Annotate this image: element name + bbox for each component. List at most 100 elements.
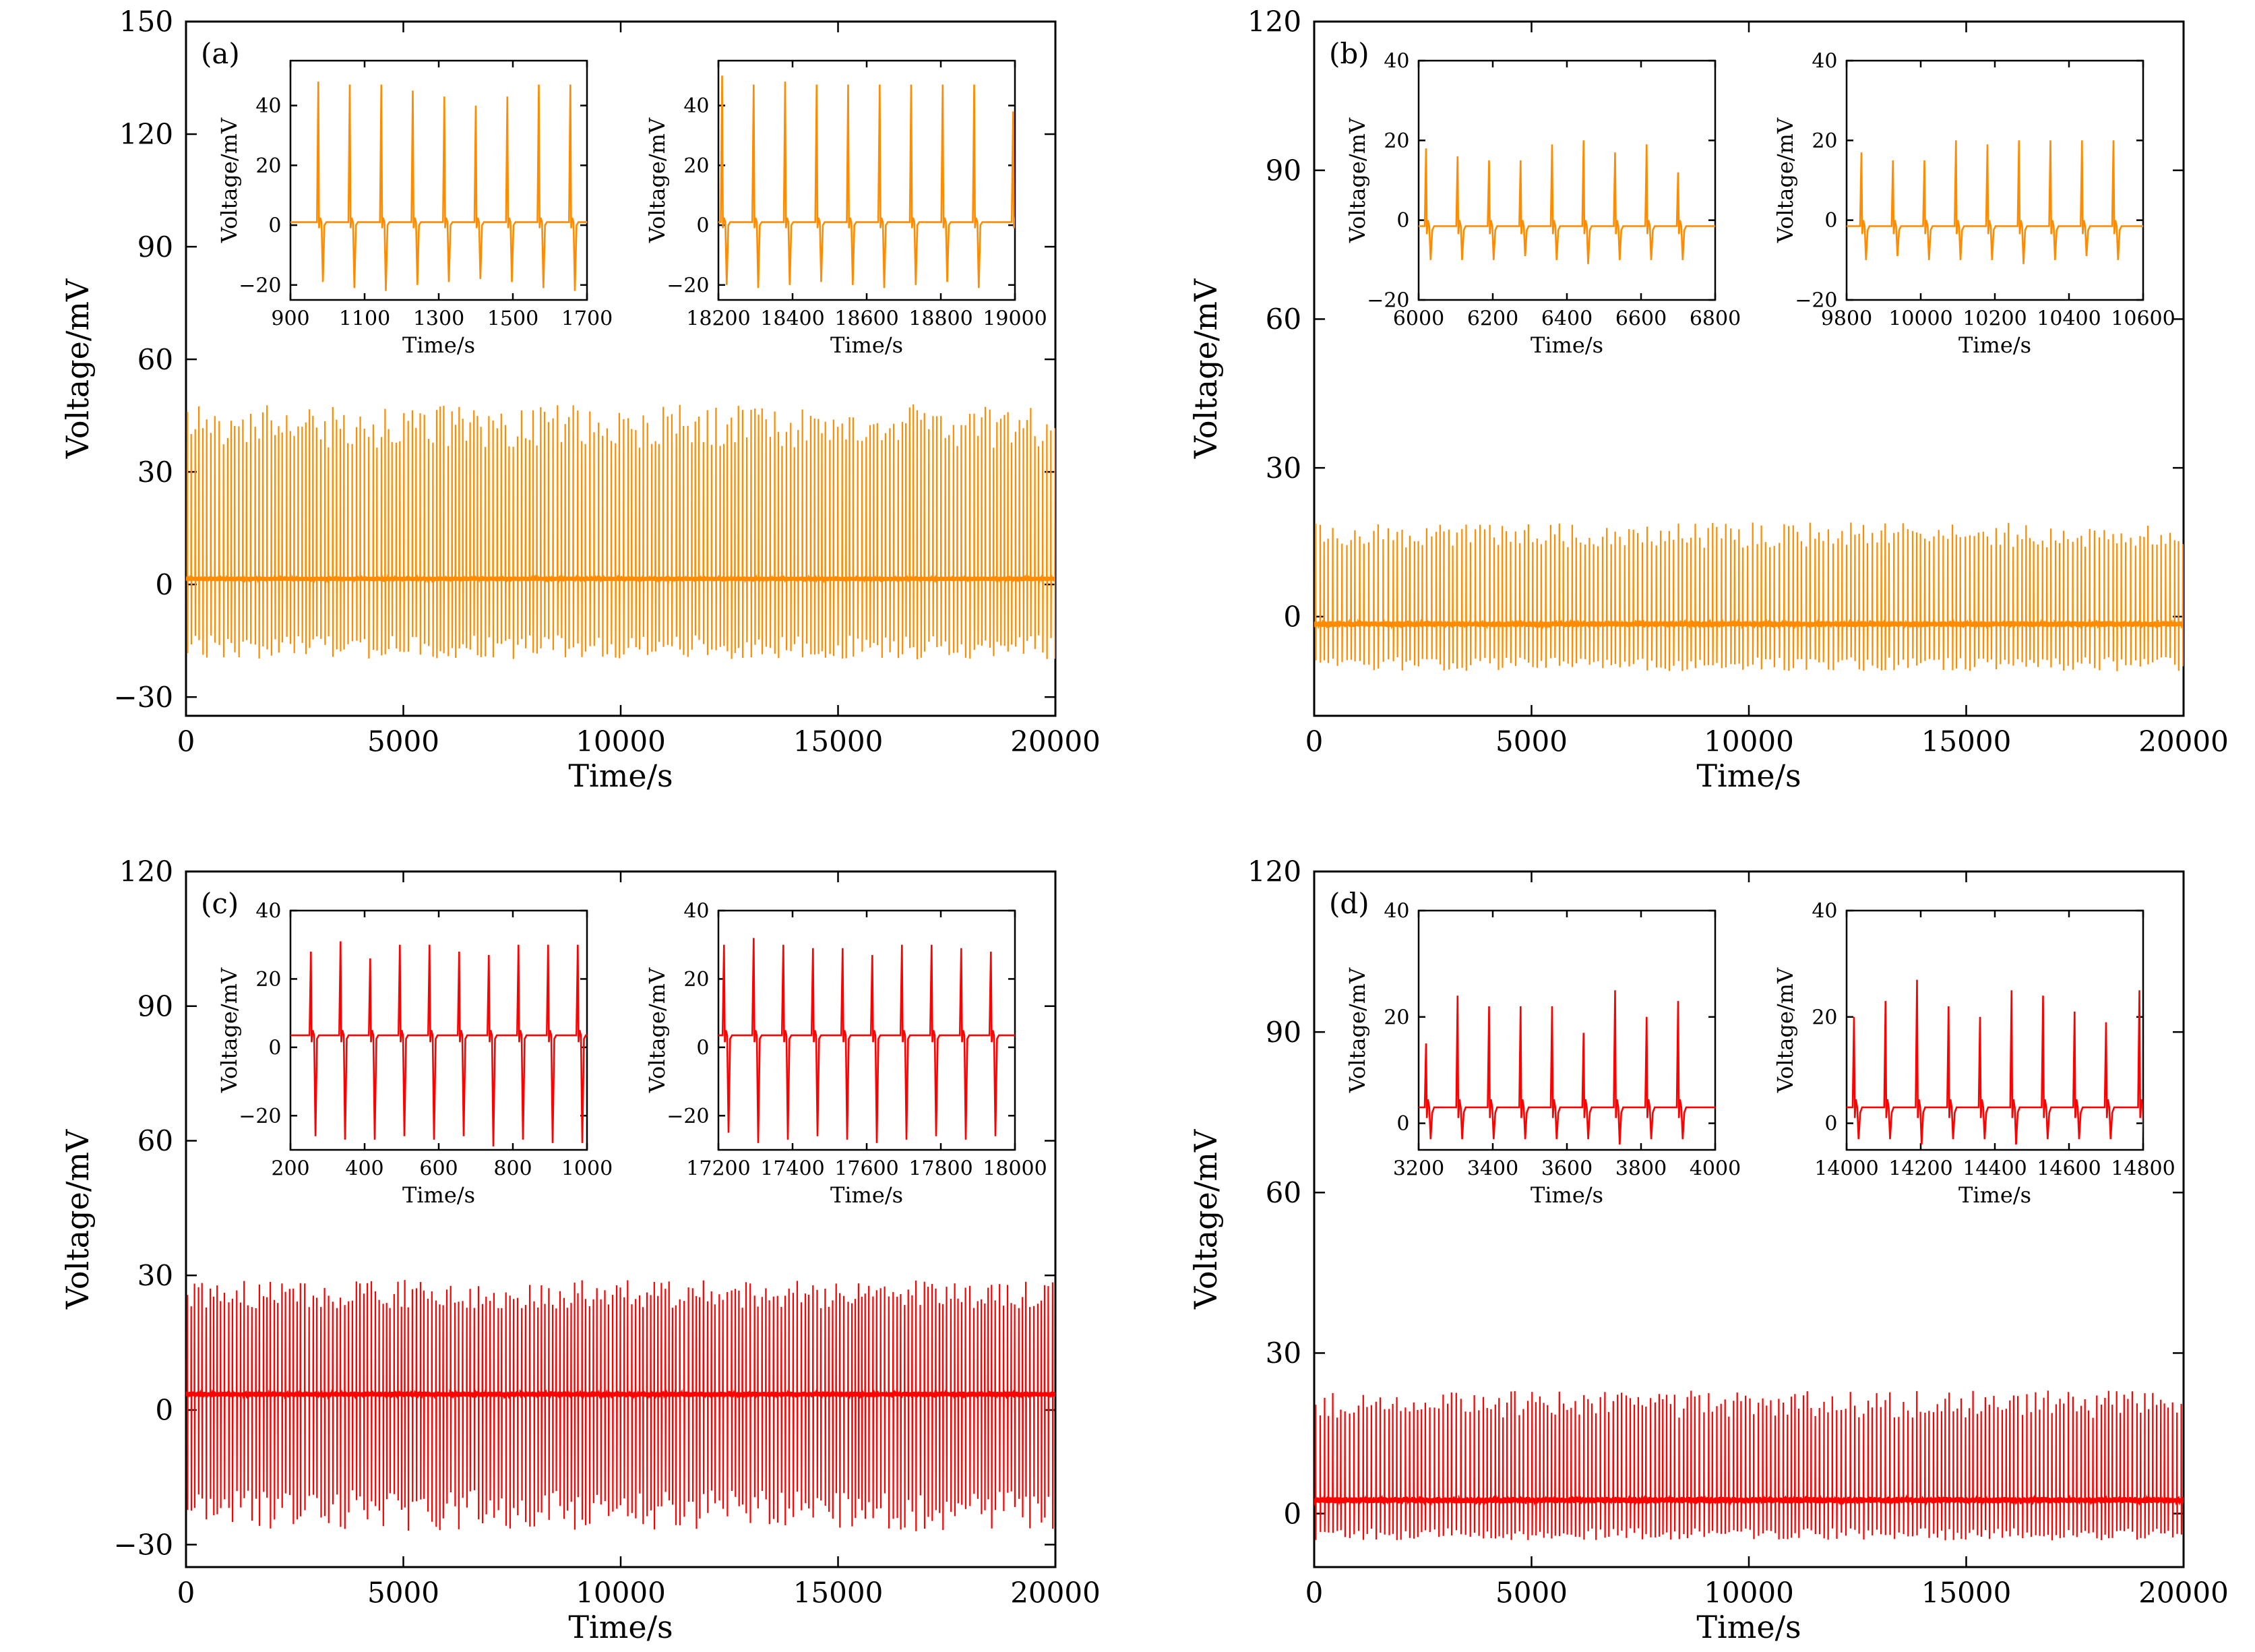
main-axis-ytick-label: 120: [1247, 855, 1301, 888]
inset-axis-ytick-label: 40: [1812, 50, 1837, 73]
inset-axis-xtick-label: 10200: [1963, 307, 2027, 331]
inset-axis-xtick-label: 1500: [487, 307, 538, 331]
main-signal-line: [186, 1280, 1055, 1531]
inset-background: [718, 911, 1015, 1150]
inset-axis-ytick-label: 20: [255, 968, 281, 991]
inset-2: 18200 18400 18600 18800 19000 −20 0 20 40 Time/s V…: [644, 59, 1047, 358]
inset-axis-xtick-label: 18800: [908, 307, 972, 331]
inset-axis-ytick-label: 0: [268, 1036, 281, 1060]
inset-axis-ytick-label: 40: [255, 900, 281, 923]
main-axis-xtick-label: 20000: [2138, 1577, 2229, 1610]
inset-axis-xtick-label: 400: [345, 1157, 383, 1181]
inset-axis-xtick-label: 3400: [1467, 1157, 1518, 1181]
inset-axis-xtick-label: 9800: [1821, 307, 1872, 331]
main-x-axis-label: Time/s: [568, 1609, 673, 1645]
main-signal-line: [1314, 522, 2184, 671]
main-axis-ytick-label: 30: [1266, 1337, 1301, 1370]
main-axis-ytick-label: 120: [119, 855, 173, 888]
inset-x-axis-label: Time/s: [830, 1182, 903, 1208]
inset-x-axis-label: Time/s: [402, 1182, 475, 1208]
panel-b: 0 5000 10000 15000 20000 0 30 60 90 120 Time/s Volt…: [1187, 5, 2229, 794]
inset-background: [718, 61, 1015, 300]
main-axis-ytick-label: 90: [1266, 1016, 1301, 1049]
inset-axis-xtick-label: 18400: [760, 307, 824, 331]
main-axis-xtick-label: 15000: [793, 725, 884, 758]
inset-1: 900 1100 1300 1500 1700 −20 0 20 40 Time/s Voltage…: [216, 59, 613, 358]
inset-signal-line: [1847, 140, 2143, 264]
main-axis-ytick-label: −30: [113, 681, 173, 714]
inset-1: 6000 6200 6400 6600 6800 −20 0 20 40 Time/s Voltag…: [1345, 50, 1741, 359]
main-axis-xtick-label: 5000: [1495, 1577, 1568, 1610]
inset-axis-xtick-label: 6200: [1467, 307, 1518, 331]
inset-axis-ytick-label: 20: [1812, 129, 1837, 153]
inset-signal-line: [1419, 990, 1715, 1145]
main-axis-xtick-label: 20000: [1010, 725, 1101, 758]
inset-background: [1847, 911, 2143, 1150]
inset-1: 3200 3400 3600 3800 4000 0 20 40 Time/s Voltage/m…: [1345, 900, 1741, 1209]
inset-axis-ytick-label: 0: [1396, 1112, 1409, 1136]
main-axis-xtick-label: 5000: [1495, 725, 1568, 758]
inset-axis-ytick-label: 0: [696, 214, 709, 238]
inset-x-axis-label: Time/s: [1531, 1182, 1603, 1208]
inset-axis-ytick-label: 20: [683, 968, 709, 991]
inset-signal-line: [718, 75, 1015, 288]
inset-signal-line: [290, 941, 587, 1146]
main-axis-xtick-label: 10000: [576, 1577, 666, 1610]
main-x-axis-label: Time/s: [1696, 1609, 1801, 1645]
inset-axis-xtick-label: 800: [493, 1157, 532, 1181]
inset-axis-xtick-label: 1300: [413, 307, 464, 331]
main-axis-ytick-label: 120: [1247, 5, 1301, 38]
main-axis-ytick-label: 0: [1283, 601, 1301, 634]
inset-axis-ytick-label: 40: [1384, 50, 1409, 73]
inset-axis-ytick-label: 0: [268, 214, 281, 238]
main-axis-xtick-label: 10000: [1704, 1577, 1794, 1610]
panel-label: (a): [201, 37, 240, 70]
inset-2: 14000 14200 14400 14600 14800 0 20 40 Time/s Volt…: [1772, 900, 2175, 1209]
inset-background: [1419, 61, 1715, 300]
inset-axis-ytick-label: 40: [255, 94, 281, 118]
main-axis-ytick-label: 90: [137, 989, 173, 1022]
panel-label: (c): [201, 887, 239, 920]
inset-axis-xtick-label: 18600: [834, 307, 898, 331]
main-axis-xtick-label: 10000: [576, 725, 666, 758]
inset-axis-xtick-label: 17400: [760, 1157, 824, 1181]
main-signal-line: [1314, 1390, 2184, 1541]
inset-axis-xtick-label: 10600: [2111, 307, 2175, 331]
inset-axis-ytick-label: 20: [255, 154, 281, 178]
inset-axis-xtick-label: 19000: [983, 307, 1047, 331]
inset-axis-ytick-label: 40: [683, 94, 709, 118]
inset-axis-xtick-label: 14200: [1888, 1157, 1952, 1181]
panel-a: 0 5000 10000 15000 20000−300306090120150Time…: [59, 5, 1101, 794]
inset-axis-ytick-label: −20: [667, 274, 709, 297]
main-y-axis-label: Voltage/mV: [1187, 278, 1224, 459]
main-x-axis-label: Time/s: [568, 758, 673, 794]
inset-axis-xtick-label: 3600: [1541, 1157, 1593, 1181]
inset-axis-xtick-label: 3200: [1393, 1157, 1444, 1181]
inset-signal-line: [290, 82, 587, 291]
main-axis-ytick-label: 0: [155, 568, 173, 601]
inset-axis-xtick-label: 14800: [2111, 1157, 2175, 1181]
inset-x-axis-label: Time/s: [830, 332, 903, 358]
main-signal-line: [186, 404, 1055, 660]
main-axis-xtick-label: 5000: [367, 1577, 439, 1610]
inset-axis-ytick-label: 0: [696, 1036, 709, 1060]
inset-axis-xtick-label: 200: [271, 1157, 309, 1181]
inset-axis-xtick-label: 1700: [561, 307, 613, 331]
inset-signal-line: [1419, 140, 1715, 264]
main-axis-ytick-label: 120: [119, 118, 173, 151]
inset-axis-ytick-label: −20: [667, 1105, 709, 1128]
main-axis-xtick-label: 15000: [1921, 725, 2012, 758]
inset-axis-ytick-label: 20: [683, 154, 709, 178]
inset-axis-xtick-label: 600: [419, 1157, 458, 1181]
main-axis-xtick-label: 20000: [2138, 725, 2229, 758]
inset-y-axis-label: Voltage/mV: [1345, 117, 1370, 243]
main-axis-ytick-label: 30: [137, 1259, 173, 1292]
panel-label: (d): [1329, 887, 1369, 920]
inset-y-axis-label: Voltage/mV: [1772, 117, 1798, 243]
main-axis-ytick-label: 30: [1266, 452, 1301, 485]
main-y-axis-label: Voltage/mV: [1187, 1129, 1224, 1310]
main-axis-ytick-label: 60: [137, 343, 173, 376]
inset-axis-xtick-label: 6800: [1690, 307, 1741, 331]
inset-axis-xtick-label: 1100: [339, 307, 390, 331]
